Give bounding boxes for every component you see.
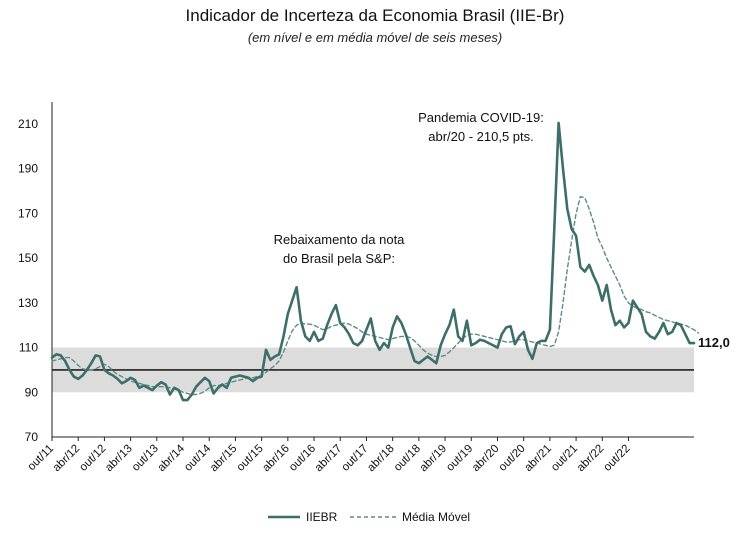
x-tick-label: out/15 [235,443,266,474]
x-tick-label: out/21 [549,443,580,474]
x-tick-label: abr/18 [365,443,397,475]
x-tick-label: abr/20 [470,443,502,475]
x-tick-label: abr/22 [575,443,607,475]
annotation-sp: do Brasil pela S&P: [283,251,395,266]
y-tick-label: 110 [19,341,38,355]
annotation-covid: abr/20 - 210,5 pts. [428,129,534,144]
x-tick-label: out/14 [182,442,214,474]
series-line-iiebr [50,121,696,402]
end-value-label: 112,0 [698,335,730,350]
x-tick-label: out/18 [392,443,423,474]
x-tick-label: out/12 [77,443,108,474]
y-tick-label: 170 [18,206,38,220]
x-tick-label: abr/17 [313,443,345,475]
x-tick-label: abr/16 [260,443,292,475]
y-tick-label: 70 [25,430,39,444]
x-tick-label: abr/14 [156,442,188,474]
chart-subtitle: (em nível e em média móvel de seis meses… [247,30,503,45]
x-tick-label: out/16 [287,443,318,474]
x-tick-label: out/13 [130,443,161,474]
x-tick-label: out/11 [26,443,56,473]
legend-item-iiebr-label: IIEBR [306,510,338,524]
y-tick-label: 210 [18,117,38,131]
x-tick-label: out/17 [339,443,370,474]
x-tick-label: abr/21 [522,443,554,475]
annotation-sp: Rebaixamento da nota [274,232,406,247]
x-tick-label: out/22 [602,443,633,474]
x-tick-label: out/19 [444,443,475,474]
y-tick-label: 190 [18,162,38,176]
chart-title: Indicador de Incerteza da Economia Brasi… [185,6,565,25]
annotation-covid: Pandemia COVID-19: [418,110,544,125]
y-tick-label: 150 [18,251,38,265]
x-tick-label: out/20 [497,443,528,474]
legend-item-media-movel-label: Média Móvel [402,510,470,524]
x-tick-label: abr/19 [418,443,450,475]
y-tick-label: 90 [25,385,39,399]
x-tick-label: abr/12 [51,443,83,475]
x-tick-label: abr/13 [103,443,135,475]
y-tick-label: 130 [18,296,38,310]
x-tick-label: abr/15 [208,443,240,475]
